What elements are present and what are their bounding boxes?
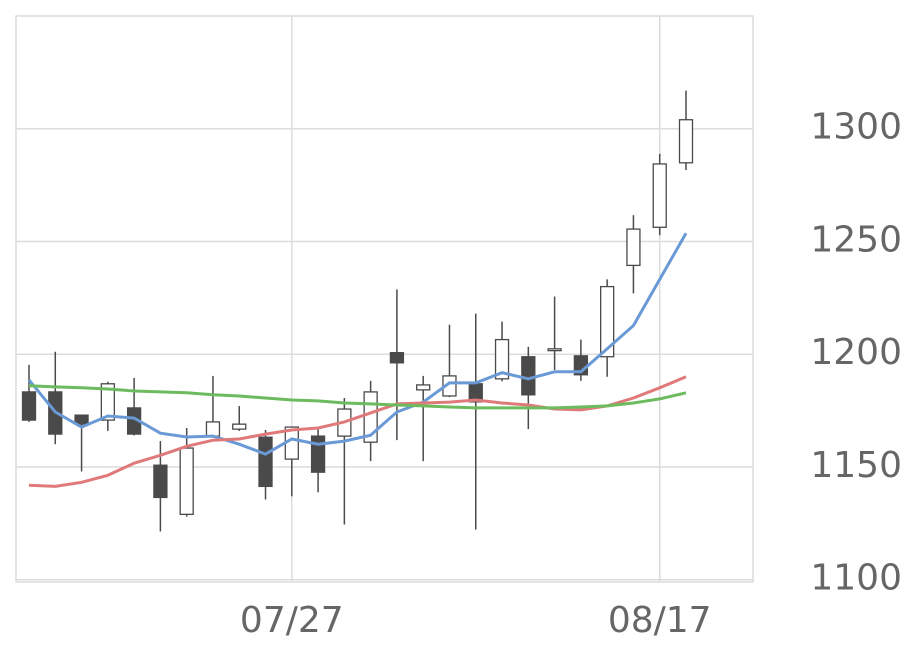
x-tick-label: 07/27 [240,600,344,641]
candle-body [389,352,405,364]
candle-body [232,423,247,430]
candle-body [678,119,694,164]
x-tick-label: 08/17 [608,600,712,641]
candle-body [547,348,562,352]
candle-body [652,163,667,228]
moving-average-line [28,375,687,488]
moving-average-line [28,384,687,410]
candle-body [494,338,510,380]
candle-body [258,436,273,488]
candle-body [74,414,89,425]
candle-body [205,421,221,437]
y-tick-label: 1200 [810,332,902,373]
plot-frame [15,15,754,583]
candle-body [100,383,115,421]
candle-body [521,356,536,396]
candle-body [153,464,168,499]
candle-body [21,391,37,421]
candle-body [600,285,615,358]
candle-body [416,384,431,391]
y-tick-label: 1150 [810,445,902,486]
moving-average-line [27,232,688,456]
y-tick-label: 1250 [810,219,902,260]
y-tick-label: 1100 [810,558,902,599]
candle-body [310,435,326,473]
candle-body [626,228,641,267]
y-tick-label: 1300 [810,107,902,148]
candle-body [179,447,194,516]
